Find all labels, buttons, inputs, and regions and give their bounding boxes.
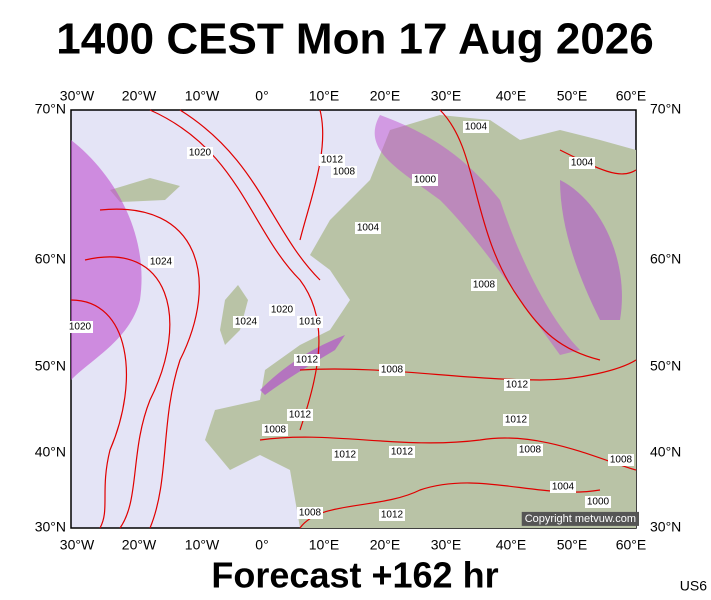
copyright: Copyright metvuw.com [525, 513, 636, 525]
isobar-label: 1000 [414, 175, 437, 186]
isobar-label-bg [294, 354, 320, 366]
isobar-label: 1012 [391, 447, 414, 458]
precipitation [71, 140, 142, 380]
isobar-label-bg [379, 509, 405, 521]
isobar-label-bg [233, 316, 259, 328]
isobar-label: 1012 [506, 380, 529, 391]
isobar-label-bg [332, 449, 358, 461]
longitude-label: 50°E [557, 88, 588, 104]
title: 1400 CEST Mon 17 Aug 2026 [56, 15, 653, 64]
isobar-label-bg [319, 154, 345, 166]
isobar-label-bg [262, 424, 288, 436]
isobar-label-bg [379, 364, 405, 376]
isobar-label: 1020 [189, 148, 212, 159]
isobar-label-bg [389, 446, 415, 458]
latitude-label: 40°N [650, 444, 681, 460]
isobar-label: 1008 [519, 445, 542, 456]
isobar-label-bg [287, 409, 313, 421]
longitude-label: 60°E [616, 88, 647, 104]
isobar-label: 1012 [321, 155, 344, 166]
isobar-label-bg [269, 304, 295, 316]
longitude-label: 30°W [60, 88, 95, 104]
longitude-label: 20°E [370, 88, 401, 104]
isobar-label-bg [187, 147, 213, 159]
isobar-label: 1012 [381, 510, 404, 521]
isobar-label-bg [504, 379, 530, 391]
longitude-label: 0° [255, 88, 268, 104]
longitude-label: 40°E [496, 537, 527, 553]
latitude-label: 50°N [35, 358, 66, 374]
isobar-label-bg [471, 279, 497, 291]
isobar-label: 1020 [271, 305, 294, 316]
isobar-label: 1016 [299, 317, 322, 328]
latitude-label: 30°N [650, 519, 681, 535]
latitude-label: 60°N [35, 251, 66, 267]
longitude-label: 20°E [370, 537, 401, 553]
land [110, 178, 180, 202]
isobar-label-bg [297, 316, 323, 328]
longitude-label: 30°E [431, 88, 462, 104]
isobar-label: 1012 [505, 415, 528, 426]
isobar-label-bg [67, 321, 93, 333]
latitude-label: 40°N [35, 444, 66, 460]
longitude-label: 40°E [496, 88, 527, 104]
isobar-label-bg [503, 414, 529, 426]
precipitation [560, 180, 622, 320]
longitude-label: 0° [255, 537, 268, 553]
isobar-label: 1008 [299, 508, 322, 519]
latitude-label: 60°N [650, 251, 681, 267]
isobar-label: 1004 [357, 223, 380, 234]
longitude-label: 10°E [309, 88, 340, 104]
isobar-label: 1000 [587, 497, 610, 508]
isobar-label: 1008 [264, 425, 287, 436]
longitude-label: 10°W [185, 88, 220, 104]
isobar-label: 1008 [473, 280, 496, 291]
longitude-label: 50°E [557, 537, 588, 553]
isobar-label: 1008 [381, 365, 404, 376]
latitude-label: 50°N [650, 358, 681, 374]
isobar-label: 1024 [235, 317, 258, 328]
isobar-label-bg [608, 454, 634, 466]
isobar-label-bg [148, 256, 174, 268]
longitude-label: 30°W [60, 537, 95, 553]
isobar-label-bg [517, 444, 543, 456]
isobar-label: 1008 [610, 455, 633, 466]
longitude-label: 60°E [616, 537, 647, 553]
isobar-label: 1024 [150, 257, 173, 268]
latitude-label: 70°N [35, 101, 66, 117]
longitude-label: 10°W [185, 537, 220, 553]
isobar-label-bg [463, 121, 489, 133]
isobar-label: 1012 [296, 355, 319, 366]
isobar-label-bg [355, 222, 381, 234]
longitude-label: 20°W [122, 88, 157, 104]
isobar-label-bg [297, 507, 323, 519]
latitude-label: 70°N [650, 101, 681, 117]
copyright-bg [521, 511, 639, 526]
isobar-label-bg [569, 157, 595, 169]
isobar-label-bg [331, 166, 357, 178]
land [220, 285, 248, 345]
isobar-label: 1004 [552, 482, 575, 493]
model-code: US6 [680, 578, 707, 594]
isobar-label-bg [412, 174, 438, 186]
longitude-label: 20°W [122, 537, 157, 553]
isobar-label: 1004 [571, 158, 594, 169]
forecast-caption: Forecast +162 hr [211, 555, 498, 596]
isobar-label: 1020 [69, 322, 92, 333]
latitude-label: 30°N [35, 519, 66, 535]
isobar-label-bg [550, 481, 576, 493]
isobar-label: 1012 [289, 410, 312, 421]
longitude-label: 30°E [431, 537, 462, 553]
longitude-label: 10°E [309, 537, 340, 553]
isobar-label: 1008 [333, 167, 356, 178]
isobar-label-bg [585, 496, 611, 508]
isobar-label: 1012 [334, 450, 357, 461]
isobar-label: 1004 [465, 122, 488, 133]
